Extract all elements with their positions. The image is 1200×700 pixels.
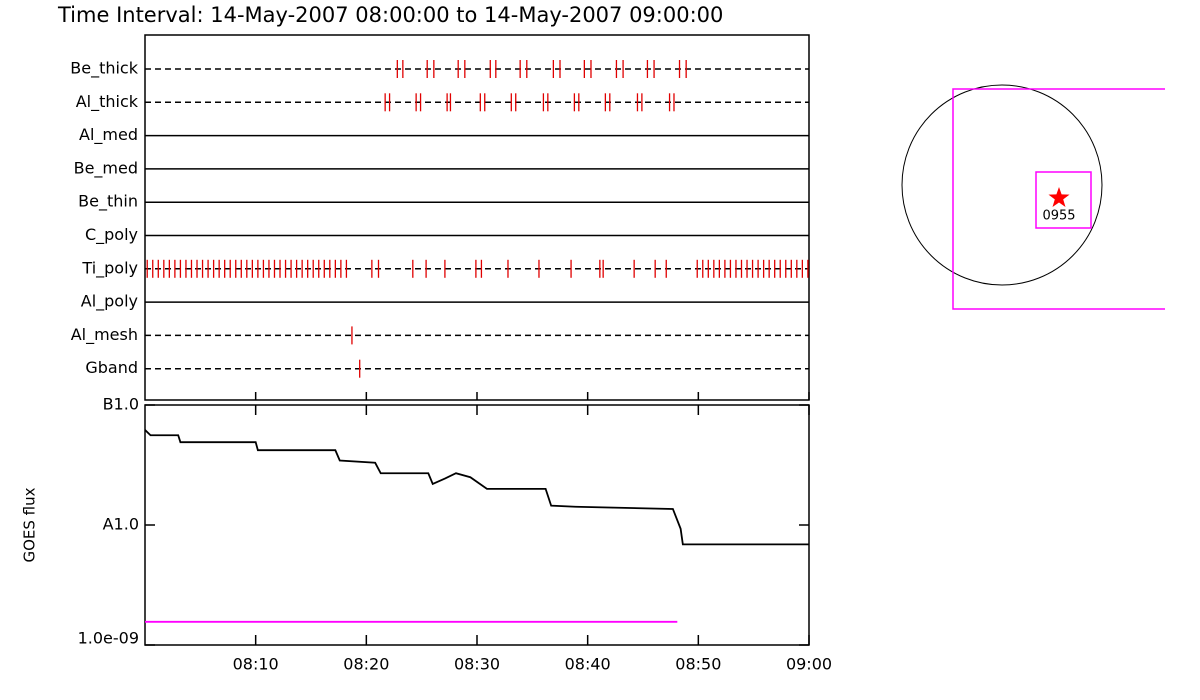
timeline-frame: [144, 34, 810, 401]
x-tick-label: 08:30: [454, 655, 500, 674]
row-label: Be_thick: [70, 59, 138, 79]
row-label: Al_poly: [81, 292, 138, 312]
x-tick-label: 08:20: [343, 655, 389, 674]
x-tick-label: 08:50: [675, 655, 721, 674]
target-box: [1035, 171, 1092, 229]
solar-disk: [901, 84, 1103, 286]
row-label: Al_med: [79, 125, 138, 145]
row-label: Ti_poly: [81, 258, 138, 278]
pointing-map: 0955: [901, 84, 1165, 310]
flux-line: [144, 429, 809, 546]
y-axis-label: GOES flux: [21, 487, 39, 562]
row-label: Be_med: [74, 158, 138, 178]
x-tick-label: 09:00: [786, 655, 832, 674]
row-label: C_poly: [85, 225, 138, 245]
y-tick-label: A1.0: [103, 515, 139, 534]
target-star: [1048, 187, 1070, 207]
x-tick-label: 08:40: [565, 655, 611, 674]
x-tick-label: 08:10: [233, 655, 279, 674]
y-tick-label: 1.0e-09: [78, 629, 139, 648]
field-of-view: [952, 88, 1165, 310]
row-label: Be_thin: [78, 192, 138, 212]
row-label: Gband: [85, 358, 138, 377]
flux-frame: [144, 404, 810, 646]
target-label: 0955: [1042, 209, 1075, 224]
chart-title: Time Interval: 14-May-2007 08:00:00 to 1…: [57, 3, 723, 27]
row-label: Al_mesh: [71, 325, 138, 345]
row-label: Al_thick: [76, 92, 139, 112]
y-tick-label: B1.0: [103, 395, 139, 414]
